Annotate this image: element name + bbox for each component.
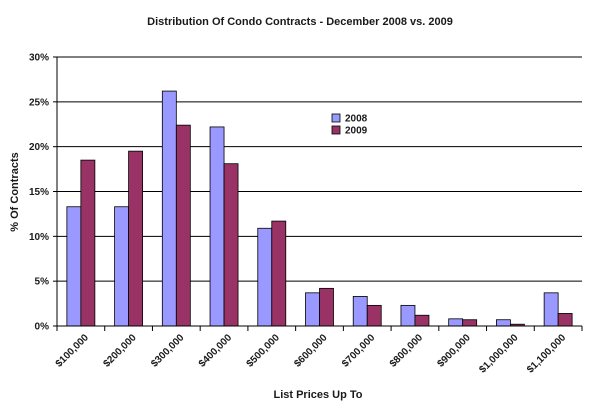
x-tick-label: $200,000 [101, 332, 139, 370]
bar-2008-0 [66, 206, 82, 327]
bar-2009-0 [80, 159, 96, 327]
x-axis-label: List Prices Up To [273, 389, 362, 401]
bar-2008-5 [305, 292, 320, 327]
bar-2008-2 [161, 90, 177, 327]
bar-2009-6 [366, 304, 382, 327]
bar-2008-3 [209, 126, 225, 327]
x-tick-label: $900,000 [436, 332, 474, 370]
bar-2009-4 [271, 220, 287, 327]
bars [66, 90, 573, 327]
bar-2008-10 [543, 292, 559, 327]
y-tick-label: 30% [29, 53, 49, 64]
bar-2009-8 [462, 319, 478, 327]
bar-2009-2 [175, 124, 191, 327]
y-tick-label: 10% [29, 232, 49, 243]
bar-2009-3 [223, 163, 239, 327]
x-tick-label: $500,000 [245, 332, 283, 370]
y-tick-label: 25% [29, 97, 49, 108]
x-tick-label: $1,100,000 [525, 332, 568, 375]
bar-2009-1 [128, 150, 143, 327]
bar-2009-7 [414, 314, 430, 327]
x-tick-label: $400,000 [197, 332, 235, 370]
x-tick-label: $300,000 [149, 332, 187, 370]
x-tick-label: $700,000 [340, 332, 378, 370]
bar-2009-5 [319, 287, 334, 327]
legend-swatch-2008 [331, 113, 341, 123]
bar-2008-9 [496, 319, 511, 327]
x-tick-label: $100,000 [54, 332, 92, 370]
x-tick-label: $800,000 [388, 332, 426, 370]
legend-label: 2009 [345, 126, 368, 137]
legend-box [325, 108, 381, 140]
bar-2008-4 [257, 227, 273, 327]
y-tick-label: 20% [29, 142, 49, 153]
x-axis-ticks: $100,000 $200,000 $300,000 $400,000 $500,000… [54, 326, 583, 376]
bar-2008-7 [400, 304, 416, 327]
bar-2008-6 [352, 296, 368, 327]
bar-2008-8 [448, 318, 464, 327]
bar-2009-10 [557, 313, 573, 327]
bar-2008-1 [114, 206, 129, 327]
x-tick-label: $600,000 [292, 332, 330, 370]
legend-label: 2008 [345, 114, 368, 125]
chart-title: Distribution Of Condo Contracts - Decemb… [147, 16, 453, 28]
y-tick-label: 5% [35, 277, 50, 288]
y-axis-ticks: 0% 5% 10% 15% 20% 25% 30% [29, 53, 57, 333]
y-axis-label: % Of Contracts [9, 152, 21, 231]
gridlines [57, 56, 582, 282]
y-tick-label: 15% [29, 187, 49, 198]
x-tick-label: $1,000,000 [477, 332, 520, 375]
y-tick-label: 0% [35, 322, 50, 333]
legend-swatch-2009 [331, 125, 341, 135]
